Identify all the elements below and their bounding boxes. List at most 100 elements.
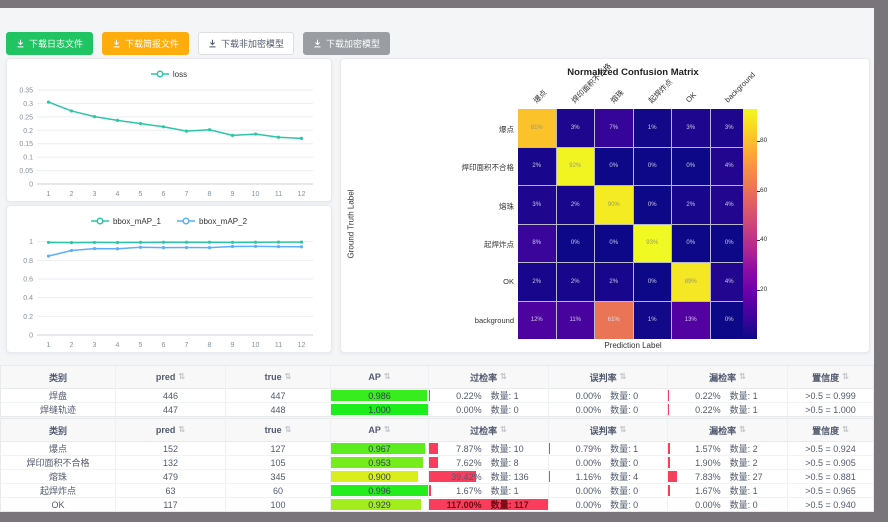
cell-confidence: >0.5 = 1.000 — [805, 404, 856, 415]
svg-text:2: 2 — [70, 342, 74, 349]
download-icon — [17, 39, 24, 48]
sort-icon[interactable]: ⇅ — [284, 425, 292, 434]
legend-marker-icon — [90, 217, 109, 225]
colorbar-tick-mark — [757, 141, 760, 143]
download-report-file-button[interactable]: 下载简报文件 — [102, 32, 190, 55]
sort-icon[interactable]: ⇅ — [842, 425, 849, 434]
sort-icon[interactable]: ⇅ — [619, 372, 627, 381]
rate-bar — [668, 471, 678, 482]
rate-bar — [549, 471, 551, 482]
matrix-cell-value: 0% — [609, 240, 619, 247]
column-header-过检率[interactable]: 过检率 ⇅ — [429, 419, 549, 442]
ap-value: 0.996 — [368, 485, 391, 496]
sort-icon[interactable]: ⇅ — [739, 372, 746, 381]
column-header-true[interactable]: true ⇅ — [226, 366, 331, 389]
rate-percent: 0.22% — [695, 404, 721, 415]
sort-icon[interactable]: ⇅ — [178, 425, 186, 434]
cell-pred-count: 447 — [116, 403, 226, 416]
svg-text:8: 8 — [208, 191, 212, 198]
cell-over-detect-rate: 7.62% 数量: 8 — [429, 456, 549, 469]
svg-text:0.4: 0.4 — [23, 295, 33, 302]
ap-bar — [331, 471, 419, 482]
matrix-cell-value: 2% — [686, 201, 696, 208]
table-header-row: 类别 pred ⇅ true ⇅ AP ⇅ 过检率 ⇅ 误判率 ⇅ 漏检率 ⇅ 置信度 ⇅ — [1, 366, 873, 389]
colorbar-tick-label: 40 — [760, 236, 768, 244]
legend-item-loss[interactable]: loss — [150, 70, 187, 79]
column-header-true[interactable]: true ⇅ — [226, 419, 331, 442]
cell-ap: 0.967 — [331, 442, 429, 455]
rate-count: 数量: 1 — [490, 391, 519, 401]
rate-bar — [429, 485, 431, 496]
column-header-AP[interactable]: AP ⇅ — [331, 366, 429, 389]
legend-item-bbox_mAP_1[interactable]: bbox_mAP_1 — [90, 217, 161, 226]
matrix-cell-value: 3% — [686, 124, 696, 131]
rate-count: 数量: 1 — [729, 405, 758, 415]
matrix-cell-value: 4% — [724, 163, 734, 170]
sort-icon[interactable]: ⇅ — [739, 425, 746, 434]
rate-percent: 0.00% — [575, 457, 602, 468]
sort-icon[interactable]: ⇅ — [619, 425, 627, 434]
column-header-pred[interactable]: pred ⇅ — [116, 366, 226, 389]
matrix-cell: 7% — [595, 109, 633, 147]
rate-count: 数量: 1 — [490, 486, 519, 496]
confusion-matrix-x-axis-label: Prediction Label — [604, 341, 662, 350]
sort-icon[interactable]: ⇅ — [178, 372, 186, 381]
defect-classes-table: 类别 pred ⇅ true ⇅ AP ⇅ 过检率 ⇅ 误判率 ⇅ 漏检率 ⇅ 置信度 ⇅ 爆点 152 127 0… — [0, 418, 874, 512]
column-header-类别: 类别 — [1, 419, 116, 442]
rate-bar — [549, 443, 550, 454]
matrix-cell: 0% — [710, 224, 748, 262]
cell-confidence: >0.5 = 0.940 — [805, 499, 856, 510]
column-header-label: 误判率 — [589, 372, 617, 383]
matrix-cell: 0% — [633, 147, 671, 185]
column-header-误判率[interactable]: 误判率 ⇅ — [549, 419, 668, 442]
column-header-漏检率[interactable]: 漏检率 ⇅ — [668, 366, 788, 389]
column-header-误判率[interactable]: 误判率 ⇅ — [549, 366, 668, 389]
download-unencrypted-model-button[interactable]: 下载非加密模型 — [198, 32, 295, 55]
cell-over-detect-rate: 1.67% 数量: 1 — [429, 484, 549, 497]
cell-over-detect-rate: 39.42% 数量: 136 — [429, 470, 549, 483]
column-header-置信度[interactable]: 置信度 ⇅ — [788, 419, 873, 442]
svg-text:12: 12 — [298, 191, 306, 198]
matrix-cell: 11% — [556, 301, 594, 339]
download-icon — [113, 39, 120, 48]
matrix-cell: 12% — [518, 301, 556, 339]
legend-item-bbox_mAP_2[interactable]: bbox_mAP_2 — [177, 217, 247, 226]
rate-percent: 117.00% — [446, 499, 482, 510]
loss-chart-legend: loss — [7, 59, 331, 84]
svg-text:0.8: 0.8 — [23, 258, 33, 265]
sort-icon[interactable]: ⇅ — [383, 372, 391, 381]
svg-text:4: 4 — [116, 342, 120, 349]
matrix-cell-value: 4% — [724, 278, 734, 285]
matrix-cell: 0% — [633, 186, 671, 224]
cell-over-detect-rate: 117.00% 数量: 117 — [429, 498, 549, 511]
cell-misjudge-rate: 0.00% 数量: 0 — [549, 484, 668, 497]
column-header-漏检率[interactable]: 漏检率 ⇅ — [668, 419, 788, 442]
map-chart-card: bbox_mAP_1 bbox_mAP_2 0 0.2 0.4 0.6 0.8 1 1 2 3 4… — [6, 205, 332, 353]
column-header-AP[interactable]: AP ⇅ — [331, 419, 429, 442]
rate-count: 数量: 8 — [490, 458, 519, 468]
matrix-cell: 2% — [595, 263, 633, 301]
download-icon — [314, 39, 321, 48]
column-header-置信度[interactable]: 置信度 ⇅ — [788, 366, 873, 389]
rate-percent: 1.67% — [695, 485, 721, 496]
rate-count: 数量: 1 — [729, 391, 758, 401]
matrix-cell: 2% — [556, 263, 594, 301]
download-encrypted-model-button[interactable]: 下载加密模型 — [303, 32, 391, 55]
sort-icon[interactable]: ⇅ — [500, 425, 507, 434]
sort-icon[interactable]: ⇅ — [500, 372, 507, 381]
download-log-file-button[interactable]: 下载日志文件 — [6, 32, 94, 55]
rate-percent: 0.00% — [575, 404, 602, 415]
svg-text:1: 1 — [47, 342, 51, 349]
sort-icon[interactable]: ⇅ — [842, 372, 849, 381]
column-header-pred[interactable]: pred ⇅ — [116, 419, 226, 442]
sort-icon[interactable]: ⇅ — [284, 372, 292, 381]
matrix-cell: 4% — [710, 263, 748, 301]
matrix-cell-value: 12% — [530, 317, 543, 324]
column-header-label: 漏检率 — [709, 425, 737, 436]
matrix-row-label: background — [474, 315, 514, 325]
sort-icon[interactable]: ⇅ — [383, 425, 391, 434]
column-header-label: AP — [368, 425, 381, 435]
legend-label: bbox_mAP_2 — [199, 216, 248, 226]
column-header-过检率[interactable]: 过检率 ⇅ — [429, 366, 549, 389]
